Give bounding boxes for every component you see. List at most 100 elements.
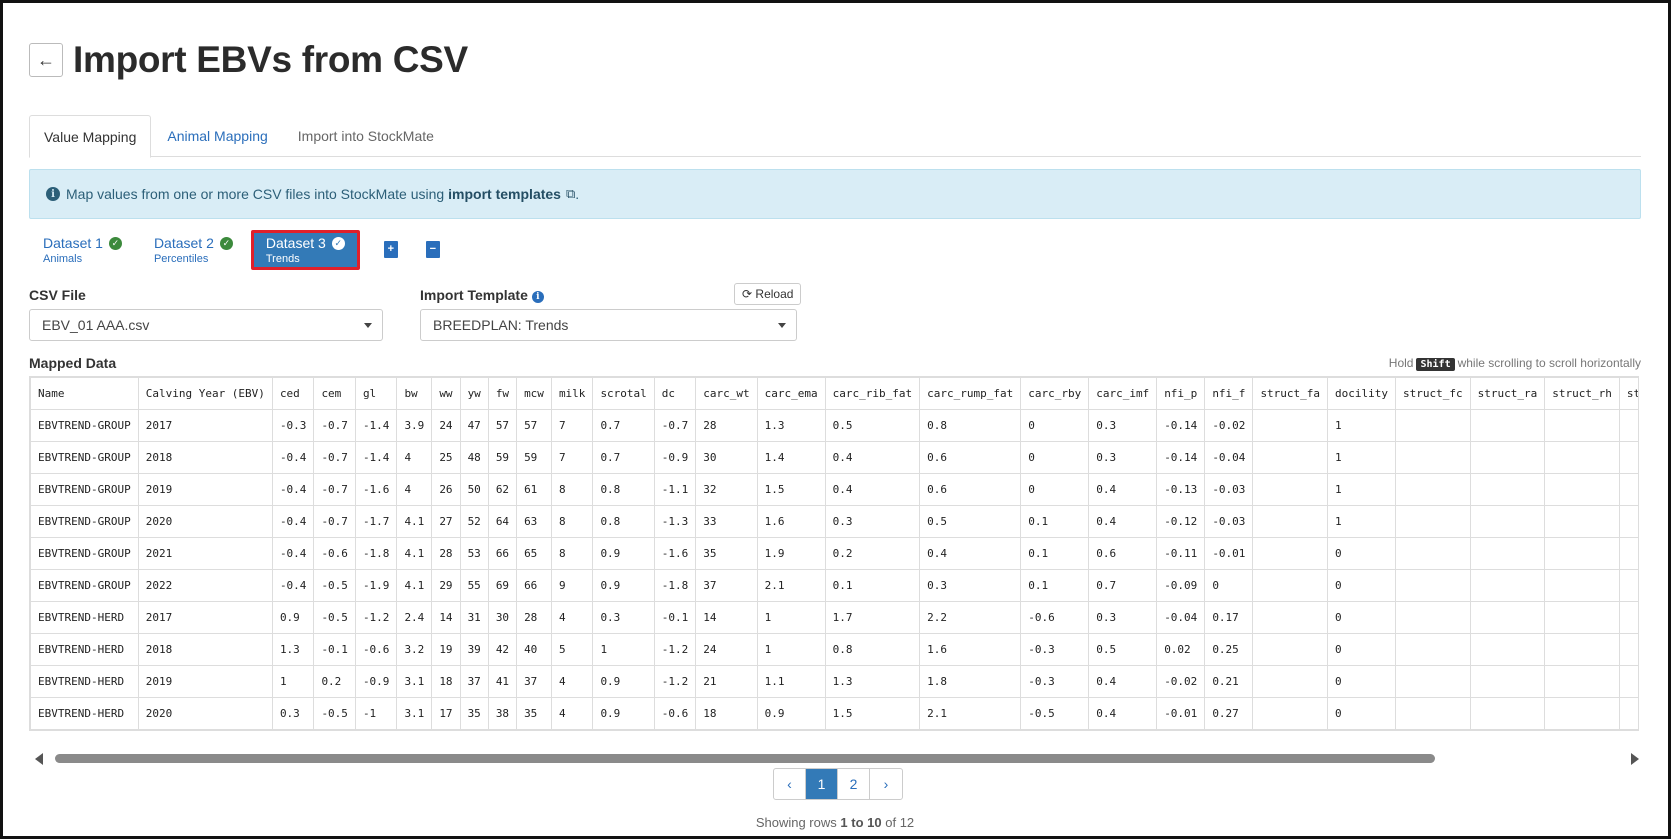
column-header[interactable]: struct_fc (1395, 377, 1471, 410)
column-header[interactable]: carc_rby (1020, 377, 1090, 410)
table-cell: -1.9 (354, 569, 398, 602)
tab-value-mapping[interactable]: Value Mapping (29, 115, 152, 158)
column-header[interactable]: cem (313, 377, 356, 410)
table-cell: EBVTREND-HERD (30, 697, 139, 730)
column-header[interactable]: milk (550, 377, 594, 410)
table-cell: 0.9 (271, 601, 315, 634)
column-header[interactable]: docility (1327, 377, 1397, 410)
table-cell: 66 (487, 537, 518, 570)
table-cell: 42 (487, 633, 518, 666)
table-cell: 1 (1327, 505, 1397, 538)
table-cell (1544, 697, 1620, 730)
table-cell: 8 (550, 537, 594, 570)
table-cell: 4.1 (396, 537, 433, 570)
scrollbar-thumb[interactable] (55, 754, 1435, 763)
check-circle-icon: ✓ (108, 236, 122, 250)
column-header[interactable]: carc_imf (1088, 377, 1158, 410)
table-cell: 19 (431, 633, 461, 666)
column-header[interactable]: carc_rump_fat (919, 377, 1022, 410)
column-header[interactable]: gl (354, 377, 398, 410)
table-cell: 35 (516, 697, 552, 730)
import-template-select[interactable]: BREEDPLAN: Trends (420, 309, 797, 341)
column-header[interactable]: ced (271, 377, 315, 410)
page-1-button[interactable]: 1 (806, 769, 838, 799)
back-button[interactable]: ← (29, 43, 63, 77)
column-header[interactable]: carc_ema (756, 377, 826, 410)
table-cell (1618, 409, 1638, 442)
table-cell: 0 (1327, 601, 1397, 634)
table-cell: -0.7 (313, 473, 356, 506)
column-header[interactable]: bw (396, 377, 433, 410)
column-header[interactable]: struct_rh (1544, 377, 1620, 410)
column-header[interactable]: nfi_f (1204, 377, 1254, 410)
scroll-right-icon[interactable] (1631, 753, 1639, 765)
column-header[interactable]: struct_rs (1618, 377, 1638, 410)
table-cell: 59 (516, 441, 552, 474)
dataset-3-tab[interactable]: Dataset 3 ✓ Trends (250, 230, 360, 270)
table-cell: -0.02 (1204, 409, 1254, 442)
column-header[interactable]: yw (459, 377, 489, 410)
info-icon[interactable]: i (531, 291, 544, 303)
column-header[interactable]: struct_fa (1252, 377, 1329, 410)
column-header[interactable]: nfi_p (1156, 377, 1206, 410)
column-header[interactable]: struct_ra (1469, 377, 1546, 410)
remove-file-icon[interactable]: − (425, 241, 440, 258)
page-2-button[interactable]: 2 (838, 769, 870, 799)
scroll-left-icon[interactable] (35, 753, 43, 765)
column-header[interactable]: mcw (516, 377, 552, 410)
table-cell (1395, 505, 1471, 538)
table-row: EBVTREND-GROUP 2020 -0.4 -0.7 -1.7 4.1 27 52 64 6… (30, 505, 1638, 538)
table-cell: 40 (516, 633, 552, 666)
horizontal-scrollbar[interactable] (29, 751, 1641, 765)
table-cell (1544, 505, 1620, 538)
csv-file-value: EBV_01 AAA.csv (42, 317, 150, 333)
column-header[interactable]: scrotal (592, 377, 655, 410)
table-cell (1469, 473, 1546, 506)
column-header[interactable]: fw (487, 377, 518, 410)
table-cell (1618, 697, 1638, 730)
reload-button[interactable]: ⟳ Reload (734, 283, 802, 305)
table-cell: 4 (396, 473, 433, 506)
column-header[interactable]: dc (653, 377, 697, 410)
table-cell: -1.2 (653, 665, 697, 698)
table-cell: -0.3 (1020, 665, 1090, 698)
table-cell: 24 (695, 633, 758, 666)
table-cell (1618, 601, 1638, 634)
column-header[interactable]: ww (431, 377, 461, 410)
table-cell: 4.1 (396, 505, 433, 538)
table-cell: -1.2 (653, 633, 697, 666)
prev-page-button[interactable]: ‹ (774, 769, 806, 799)
table-cell: 37 (516, 665, 552, 698)
dataset-2-tab[interactable]: Dataset 2 ✓ Percentiles (140, 231, 247, 271)
column-header[interactable]: carc_wt (695, 377, 758, 410)
table-cell: -1.4 (354, 441, 398, 474)
column-header[interactable]: Calving Year (EBV) (137, 377, 273, 410)
dataset-tabs: Dataset 1 ✓ Animals Dataset 2 ✓ Percentile… (29, 230, 460, 271)
dataset-title: Dataset 1 (43, 235, 103, 251)
table-cell: -0.5 (313, 697, 356, 730)
mapped-data-table-container[interactable]: Name Calving Year (EBV) ced cem gl bw ww yw fw mc… (29, 376, 1639, 731)
table-cell: -1.8 (354, 537, 398, 570)
import-template-label-text: Import Template (420, 287, 528, 303)
table-cell: 4 (550, 601, 594, 634)
external-link-icon[interactable]: ⧉ (565, 186, 576, 201)
table-cell: 33 (695, 505, 758, 538)
dataset-1-tab[interactable]: Dataset 1 ✓ Animals (29, 231, 136, 271)
table-cell: -0.9 (653, 441, 697, 474)
tab-animal-mapping[interactable]: Animal Mapping (167, 128, 268, 144)
add-file-icon[interactable]: + (383, 241, 398, 258)
table-row: EBVTREND-GROUP 2021 -0.4 -0.6 -1.8 4.1 28 53 66 6… (30, 537, 1638, 570)
table-cell: 2019 (137, 473, 273, 506)
next-page-button[interactable]: › (870, 769, 902, 799)
table-cell: 0.9 (592, 569, 655, 602)
table-cell: 47 (459, 409, 489, 442)
table-cell: 3.1 (396, 665, 433, 698)
tab-import-into-stockmate[interactable]: Import into StockMate (297, 128, 434, 144)
csv-file-select[interactable]: EBV_01 AAA.csv (29, 309, 383, 341)
import-templates-link[interactable]: import templates (448, 186, 561, 202)
chevron-right-icon: › (883, 776, 889, 792)
table-cell (1544, 473, 1620, 506)
table-cell: 0.4 (824, 441, 921, 474)
column-header[interactable]: Name (30, 377, 139, 410)
column-header[interactable]: carc_rib_fat (824, 377, 921, 410)
